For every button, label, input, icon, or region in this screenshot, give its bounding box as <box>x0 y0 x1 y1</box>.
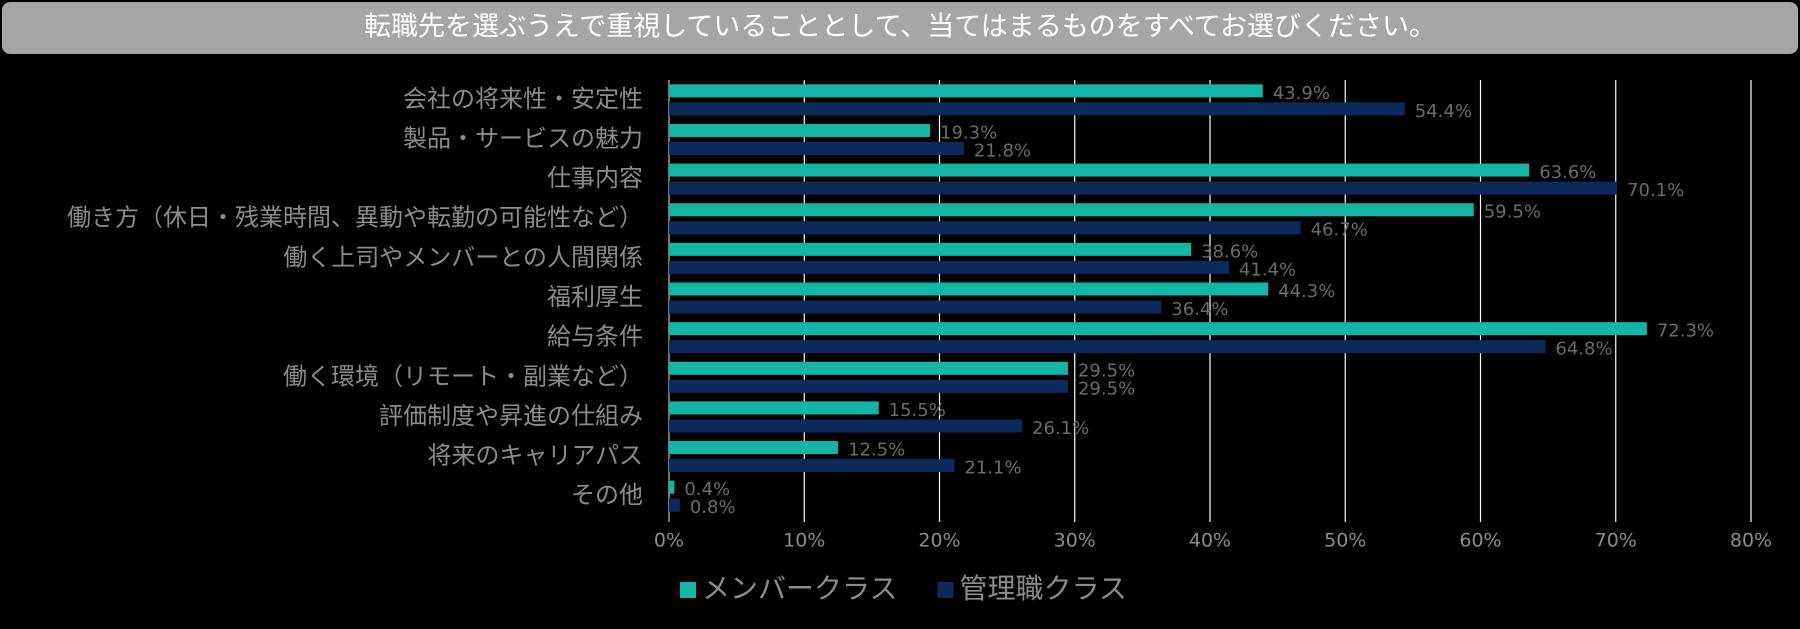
value-label: 70.1% <box>1627 180 1684 201</box>
title-bar <box>2 2 1798 54</box>
bar <box>669 340 1546 354</box>
y-tick-label: 将来のキャリアパス <box>427 442 643 470</box>
value-label: 44.3% <box>1278 281 1335 302</box>
bar <box>669 141 964 155</box>
bar <box>669 459 955 473</box>
value-label: 41.4% <box>1239 259 1296 280</box>
value-label: 72.3% <box>1657 321 1714 342</box>
y-tick-label: 会社の将来性・安定性 <box>403 85 643 113</box>
bar <box>669 401 879 415</box>
bar <box>669 300 1162 314</box>
value-label: 63.6% <box>1539 162 1596 183</box>
bar <box>669 379 1068 393</box>
bar <box>669 181 1618 195</box>
value-label: 36.4% <box>1171 299 1228 320</box>
value-label: 12.5% <box>848 440 905 461</box>
y-tick-label: 評価制度や昇進の仕組み <box>379 402 643 430</box>
value-label: 38.6% <box>1201 241 1258 262</box>
value-label: 59.5% <box>1484 202 1541 223</box>
value-label: 19.3% <box>940 122 997 143</box>
y-tick-label: 仕事内容 <box>547 164 643 192</box>
x-tick-label: 20% <box>918 530 960 552</box>
x-tick-label: 80% <box>1730 530 1772 552</box>
bar <box>669 441 839 455</box>
legend-swatch <box>937 582 954 598</box>
x-tick-label: 40% <box>1189 530 1231 552</box>
value-label: 0.8% <box>690 497 736 518</box>
y-tick-label: 働く環境（リモート・副業など） <box>283 362 643 390</box>
x-tick-label: 30% <box>1054 530 1096 552</box>
y-tick-label: 給与条件 <box>547 323 643 351</box>
y-tick-label: 製品・サービスの魅力 <box>403 124 643 152</box>
bar <box>669 419 1023 433</box>
bar <box>669 480 675 494</box>
y-tick-label: 働き方（休日・残業時間、異動や転勤の可能性など） <box>67 204 643 232</box>
value-label: 54.4% <box>1415 101 1472 122</box>
bar <box>669 221 1301 235</box>
value-label: 29.5% <box>1078 378 1135 399</box>
value-label: 15.5% <box>889 400 946 421</box>
bar <box>669 84 1263 98</box>
bar <box>669 260 1229 274</box>
x-tick-label: 0% <box>654 530 684 552</box>
x-tick-label: 10% <box>783 530 825 552</box>
value-label: 0.4% <box>684 479 730 500</box>
bar <box>669 322 1647 336</box>
value-label: 43.9% <box>1273 83 1330 104</box>
bar <box>669 102 1405 116</box>
y-tick-label: その他 <box>571 481 643 509</box>
value-label: 46.7% <box>1311 220 1368 241</box>
bar <box>669 163 1530 177</box>
value-label: 26.1% <box>1032 418 1089 439</box>
legend-label: 管理職クラス <box>959 572 1126 605</box>
legend-label: メンバークラス <box>702 572 897 605</box>
value-label: 21.1% <box>964 458 1021 479</box>
bar <box>669 282 1269 296</box>
bar <box>669 123 931 137</box>
x-tick-label: 60% <box>1459 530 1501 552</box>
x-tick-label: 50% <box>1324 530 1366 552</box>
value-label: 21.8% <box>974 140 1031 161</box>
bar <box>669 498 680 512</box>
value-label: 64.8% <box>1555 339 1612 360</box>
bar <box>669 203 1474 217</box>
chart-title: 転職先を選ぶうえで重視していることとして、当てはまるものをすべてお選びください。 <box>364 12 1436 43</box>
bar <box>669 361 1068 375</box>
bar <box>669 242 1192 256</box>
legend-swatch <box>680 582 696 598</box>
y-tick-label: 働く上司やメンバーとの人間関係 <box>283 243 643 271</box>
x-tick-label: 70% <box>1595 530 1637 552</box>
value-label: 29.5% <box>1078 360 1135 381</box>
y-tick-label: 福利厚生 <box>547 283 643 311</box>
